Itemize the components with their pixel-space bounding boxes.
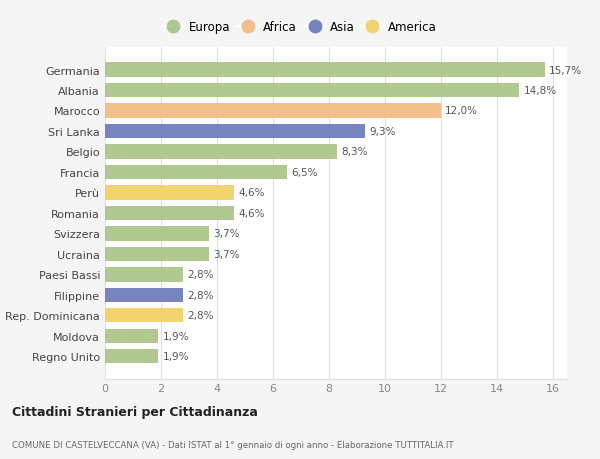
Text: 3,7%: 3,7%: [213, 249, 239, 259]
Text: 15,7%: 15,7%: [549, 65, 582, 75]
Legend: Europa, Africa, Asia, America: Europa, Africa, Asia, America: [157, 16, 441, 39]
Bar: [105, 288, 184, 302]
Bar: [105, 165, 287, 180]
Text: 3,7%: 3,7%: [213, 229, 239, 239]
Text: 4,6%: 4,6%: [238, 208, 265, 218]
Text: 8,3%: 8,3%: [341, 147, 368, 157]
Text: 9,3%: 9,3%: [370, 127, 396, 137]
Text: 1,9%: 1,9%: [163, 331, 189, 341]
Text: 6,5%: 6,5%: [291, 168, 318, 178]
Text: 2,8%: 2,8%: [188, 311, 214, 321]
Bar: [105, 349, 158, 364]
Bar: [105, 268, 184, 282]
Bar: [105, 206, 234, 221]
Bar: [105, 124, 365, 139]
Bar: [105, 186, 234, 200]
Text: 12,0%: 12,0%: [445, 106, 478, 116]
Bar: [105, 329, 158, 343]
Text: 1,9%: 1,9%: [163, 352, 189, 362]
Bar: [105, 247, 209, 262]
Bar: [105, 145, 337, 159]
Bar: [105, 308, 184, 323]
Bar: [105, 227, 209, 241]
Bar: [105, 63, 545, 78]
Text: 4,6%: 4,6%: [238, 188, 265, 198]
Text: COMUNE DI CASTELVECCANA (VA) - Dati ISTAT al 1° gennaio di ogni anno - Elaborazi: COMUNE DI CASTELVECCANA (VA) - Dati ISTA…: [12, 441, 454, 449]
Bar: [105, 104, 441, 118]
Bar: [105, 84, 520, 98]
Text: 2,8%: 2,8%: [188, 290, 214, 300]
Text: 2,8%: 2,8%: [188, 270, 214, 280]
Text: 14,8%: 14,8%: [524, 86, 557, 96]
Text: Cittadini Stranieri per Cittadinanza: Cittadini Stranieri per Cittadinanza: [12, 405, 258, 419]
